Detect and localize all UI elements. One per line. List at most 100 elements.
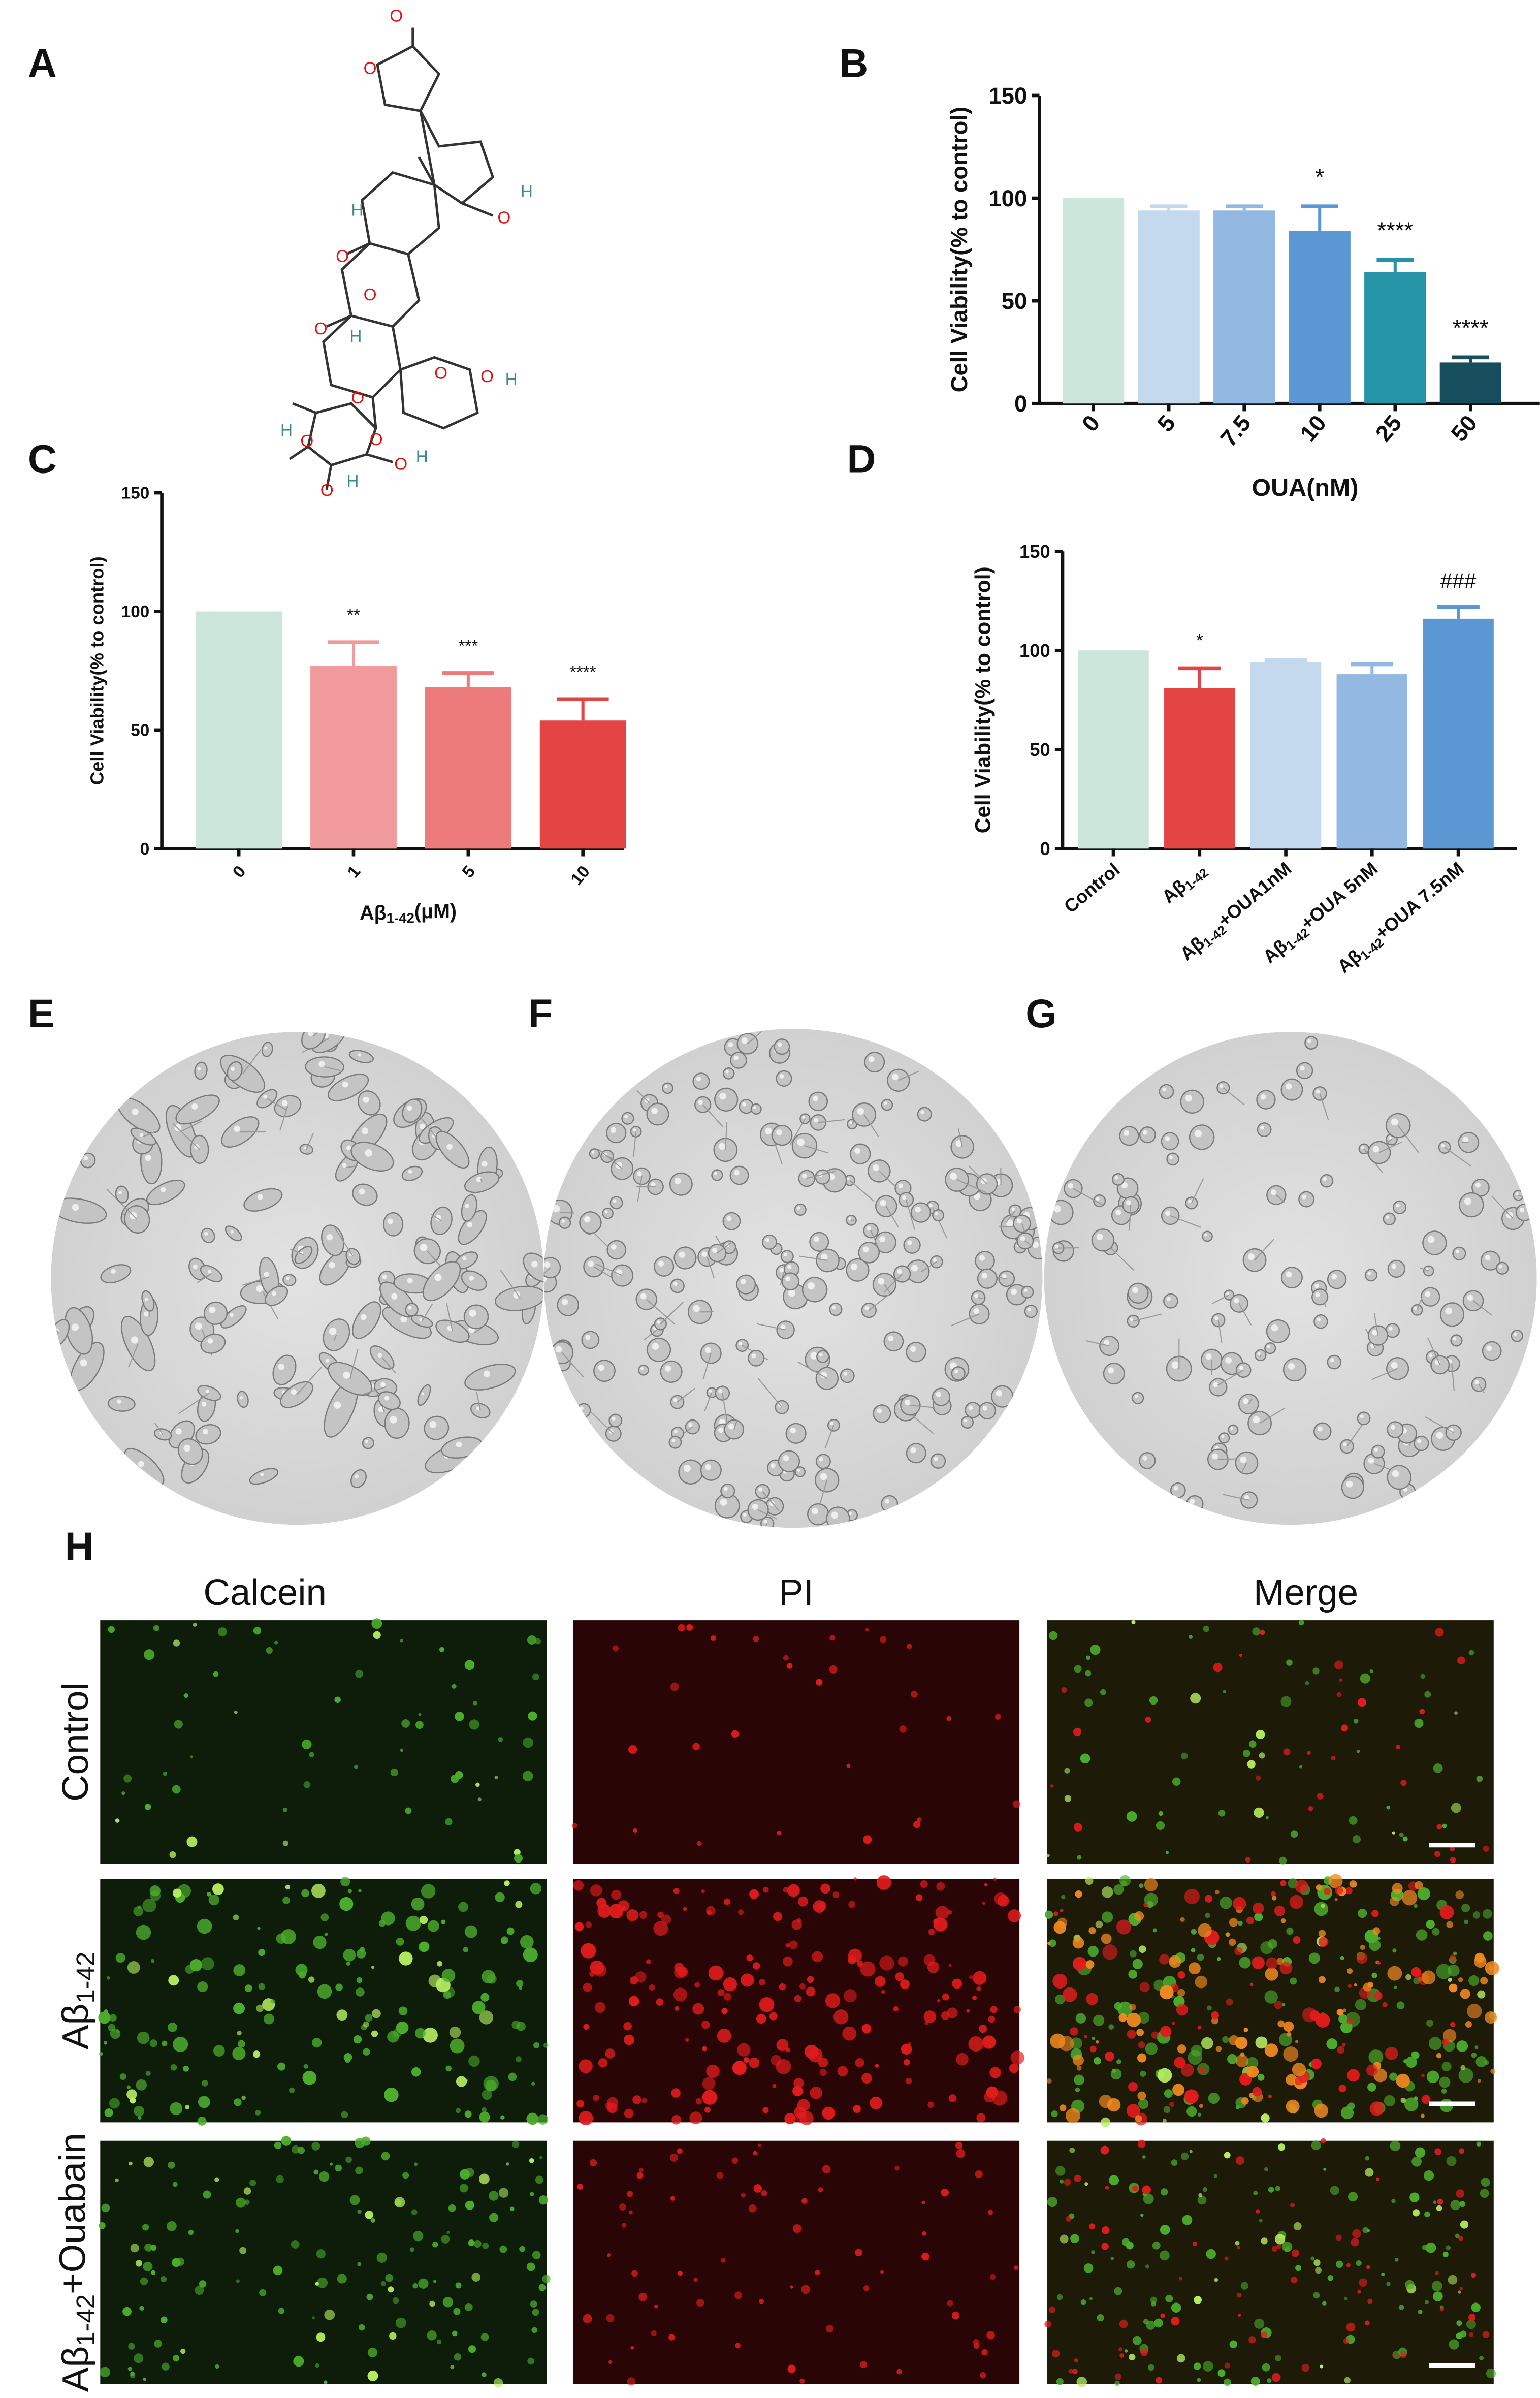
red-cell xyxy=(785,1943,790,1948)
green-cell xyxy=(455,1712,464,1721)
green-cell xyxy=(472,2001,486,2014)
green-cell xyxy=(1138,2098,1149,2109)
cell-highlight xyxy=(935,1212,939,1216)
y-tick-label: 150 xyxy=(1019,541,1050,562)
green-cell xyxy=(1259,1752,1265,1759)
cell-highlight xyxy=(272,1291,277,1296)
green-cell xyxy=(1320,2364,1324,2369)
green-cell xyxy=(1436,1964,1452,1979)
red-cell xyxy=(923,2010,937,2023)
atom-label: O xyxy=(314,320,328,338)
green-cell xyxy=(354,1764,358,1769)
green-cell xyxy=(1455,2233,1460,2238)
red-cell xyxy=(861,2073,872,2084)
green-cell xyxy=(528,1711,537,1721)
red-cell xyxy=(1177,2044,1186,2054)
green-cell xyxy=(464,2110,472,2118)
green-cell xyxy=(320,1913,329,1922)
bar xyxy=(310,666,397,849)
green-cell xyxy=(450,2038,465,2054)
red-cell xyxy=(990,2006,998,2013)
cell-highlight xyxy=(361,1127,369,1134)
red-cell xyxy=(1459,2287,1463,2290)
green-cell xyxy=(485,2079,497,2091)
red-cell xyxy=(1385,2046,1398,2060)
red-cell xyxy=(910,1690,918,1698)
red-cell xyxy=(1084,2035,1087,2039)
red-cell xyxy=(1159,1954,1170,1965)
y-tick-label: 100 xyxy=(1019,640,1050,661)
red-cell xyxy=(708,1965,724,1981)
red-cell xyxy=(594,1964,607,1977)
red-cell xyxy=(1286,2099,1300,2113)
green-cell xyxy=(244,2199,250,2205)
cell-highlight xyxy=(382,1274,387,1279)
cell-highlight xyxy=(231,1067,235,1071)
green-cell xyxy=(427,2330,437,2341)
green-cell xyxy=(127,2367,132,2371)
green-cell xyxy=(253,2050,261,2058)
red-cell xyxy=(1293,1936,1301,1944)
neurite xyxy=(446,1303,453,1332)
red-cell xyxy=(628,1996,639,2007)
green-cell xyxy=(144,1649,155,1660)
red-cell xyxy=(875,2064,879,2068)
red-cell xyxy=(1177,1971,1185,1979)
green-cell xyxy=(526,2112,539,2125)
cell-highlight xyxy=(802,1116,805,1119)
cell-highlight xyxy=(1240,1456,1247,1463)
cell-highlight xyxy=(346,1145,351,1151)
green-cell xyxy=(1344,2377,1351,2384)
cell-highlight xyxy=(651,1182,656,1187)
red-cell xyxy=(881,1990,885,1994)
green-cell xyxy=(234,2098,242,2106)
cell-highlight xyxy=(864,1306,869,1311)
red-cell xyxy=(671,2088,681,2098)
green-cell xyxy=(504,1880,510,1886)
red-cell xyxy=(646,1959,651,1964)
atom-label: O xyxy=(394,455,407,474)
green-cell xyxy=(198,2096,210,2108)
red-cell xyxy=(1047,1942,1051,1945)
green-cell xyxy=(478,2173,490,2185)
x-tick-label: 50 xyxy=(1446,410,1483,447)
green-cell xyxy=(1458,2068,1473,2083)
cell-highlight xyxy=(446,1144,453,1150)
panel-label-g: G xyxy=(1025,991,1056,1036)
cell-highlight xyxy=(390,1416,397,1424)
cell-highlight xyxy=(307,1032,314,1036)
cell-highlight xyxy=(1068,1183,1073,1189)
red-cell xyxy=(1265,1967,1278,1981)
green-cell xyxy=(100,2367,110,2378)
green-cell xyxy=(514,1854,523,1863)
red-cell xyxy=(923,1954,936,1966)
red-cell xyxy=(1387,1966,1402,1981)
green-cell xyxy=(1481,2178,1490,2187)
neurite xyxy=(334,1227,354,1257)
green-cell xyxy=(167,2221,177,2231)
green-cell xyxy=(1224,2378,1231,2386)
green-cell xyxy=(421,1884,436,1899)
green-cell xyxy=(301,1889,309,1898)
cell-highlight xyxy=(333,1401,341,1409)
green-cell xyxy=(115,1818,120,1823)
cell-highlight xyxy=(197,1067,201,1071)
neurite xyxy=(381,1357,396,1373)
red-cell xyxy=(1119,2353,1124,2358)
green-cell xyxy=(452,1684,457,1689)
significance-mark: * xyxy=(1315,164,1324,190)
neurite xyxy=(1085,1340,1110,1347)
cell-highlight xyxy=(1194,1130,1202,1138)
green-cell xyxy=(355,2166,363,2174)
cell-highlight xyxy=(483,1370,490,1377)
green-cell xyxy=(501,1936,509,1944)
green-cell xyxy=(172,1785,181,1794)
green-cell xyxy=(358,1889,362,1893)
red-cell xyxy=(720,2257,726,2263)
red-cell xyxy=(1101,1933,1112,1944)
green-cell xyxy=(1191,1929,1197,1935)
red-cell xyxy=(1468,2314,1476,2321)
green-cell xyxy=(1242,1749,1250,1757)
green-cell xyxy=(1433,1763,1443,1773)
green-cell xyxy=(1206,2249,1216,2259)
